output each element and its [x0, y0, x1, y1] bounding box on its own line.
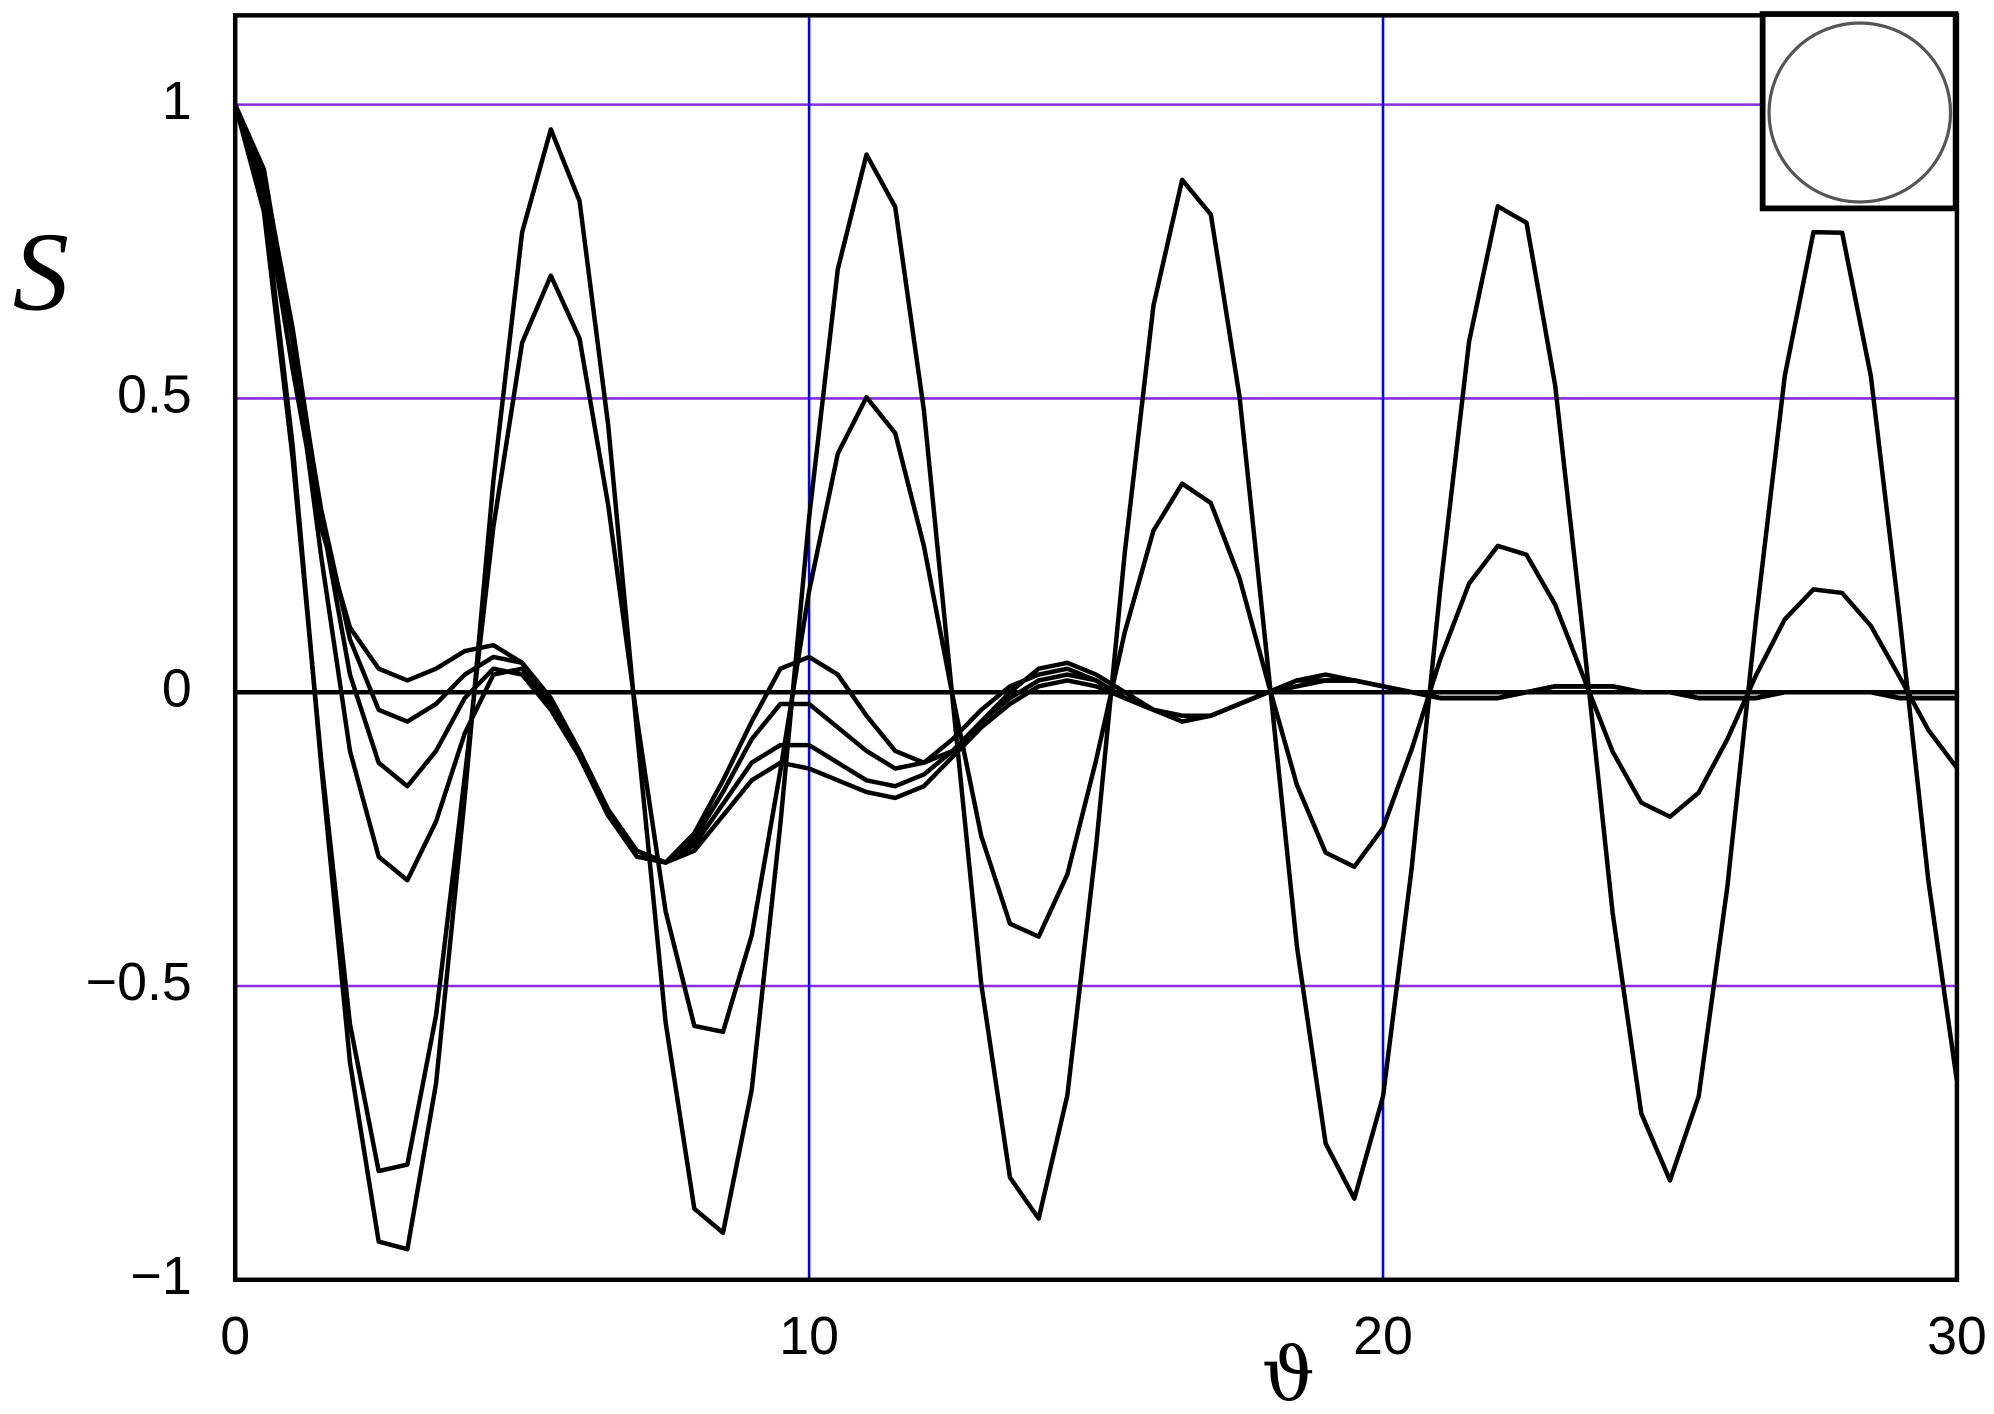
inset-circle — [1767, 21, 1953, 204]
x-tick-label: 20 — [1353, 1306, 1413, 1366]
series-line — [233, 104, 1959, 1174]
plot-frame — [232, 13, 1960, 1282]
x-tick-label: 30 — [1927, 1306, 1987, 1366]
series-line — [233, 103, 1957, 865]
y-tick-label: 0 — [162, 658, 192, 718]
series-line — [233, 103, 1960, 1252]
inset-box — [1759, 11, 1959, 212]
x-tick-label: 0 — [220, 1306, 250, 1366]
y-tick-label: 1 — [162, 71, 192, 131]
y-tick-label: −0.5 — [86, 952, 192, 1012]
x-tick-label: 10 — [779, 1306, 839, 1366]
y-tick-label: 0.5 — [117, 365, 192, 425]
x-axis-label: ϑ — [1262, 1332, 1315, 1414]
y-tick-label: −1 — [131, 1246, 192, 1306]
y-axis-label: S — [13, 211, 69, 335]
